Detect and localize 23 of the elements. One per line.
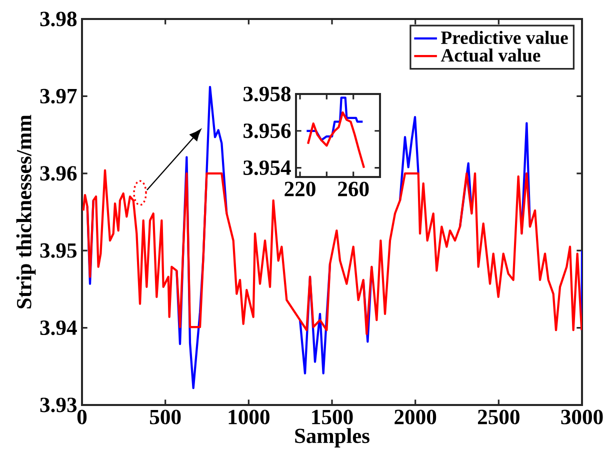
y-tick-label: 3.954 [244, 160, 291, 176]
x-axis-title: Samples [295, 428, 370, 448]
x-tick-label: 1000 [228, 410, 270, 424]
x-tick-label: 220 [284, 182, 316, 196]
x-tick-label: 500 [150, 410, 181, 424]
line-series [306, 96, 364, 142]
legend-label: Actual value [440, 48, 540, 62]
y-tick-label: 3.97 [40, 88, 77, 104]
y-tick-label: 3.95 [40, 243, 77, 258]
x-tick-label: 260 [338, 182, 369, 196]
y-tick-label: 3.956 [244, 124, 291, 138]
x-tick-label: 2000 [394, 410, 436, 424]
legend-label: Predictive value [440, 30, 568, 44]
y-tick-label: 3.96 [40, 166, 77, 181]
y-axis-title: Strip thicknesses/mm [16, 114, 36, 308]
x-tick-label: 1500 [312, 410, 353, 424]
x-tick-label: 2500 [478, 410, 520, 424]
x-tick-label: 3000 [561, 410, 603, 424]
y-tick-label: 3.94 [40, 320, 77, 336]
y-tick-label: 3.958 [244, 86, 291, 102]
y-tick-label: 3.98 [40, 12, 77, 26]
x-tick-label: 0 [77, 410, 87, 424]
y-tick-label: 3.93 [40, 398, 77, 412]
